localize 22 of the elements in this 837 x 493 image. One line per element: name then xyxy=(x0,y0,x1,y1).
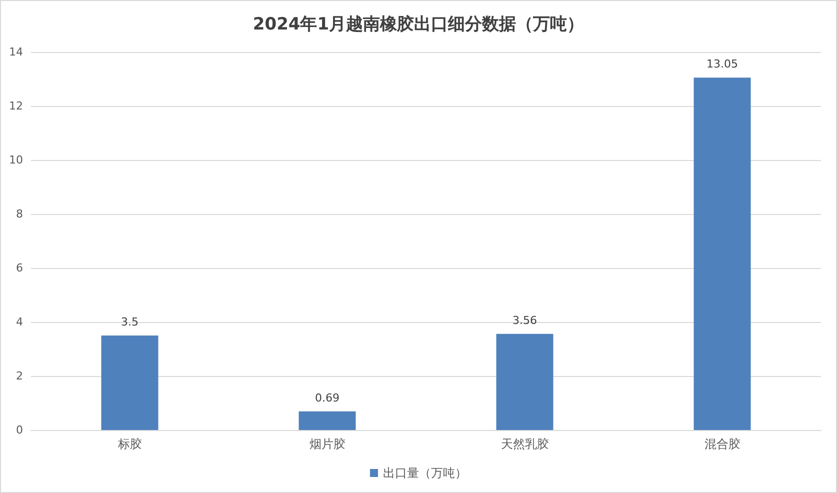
y-tick-label: 2 xyxy=(16,370,23,382)
bar xyxy=(298,411,356,430)
x-tick-label: 标胶 xyxy=(116,437,142,451)
y-tick-label: 0 xyxy=(16,424,23,436)
y-tick-label: 4 xyxy=(16,316,23,328)
data-label: 0.69 xyxy=(315,391,340,404)
y-tick-label: 10 xyxy=(9,154,23,166)
x-tick-label: 混合胶 xyxy=(704,437,740,451)
data-label: 3.5 xyxy=(121,316,138,328)
legend-label: 出口量（万吨） xyxy=(383,466,467,480)
y-tick-label: 6 xyxy=(16,262,23,274)
x-tick-label: 烟片胶 xyxy=(309,437,346,451)
chart-title: 2024年1月越南橡胶出口细分数据（万吨） xyxy=(252,14,584,34)
bar xyxy=(496,334,554,430)
y-tick-label: 14 xyxy=(9,46,23,58)
y-tick-label: 8 xyxy=(16,208,23,220)
x-tick-label: 天然乳胶 xyxy=(500,437,549,451)
bar xyxy=(694,78,751,430)
y-tick-label: 12 xyxy=(9,100,23,112)
data-label: 3.56 xyxy=(512,314,537,327)
bar xyxy=(101,336,158,430)
data-label: 13.05 xyxy=(706,58,738,71)
